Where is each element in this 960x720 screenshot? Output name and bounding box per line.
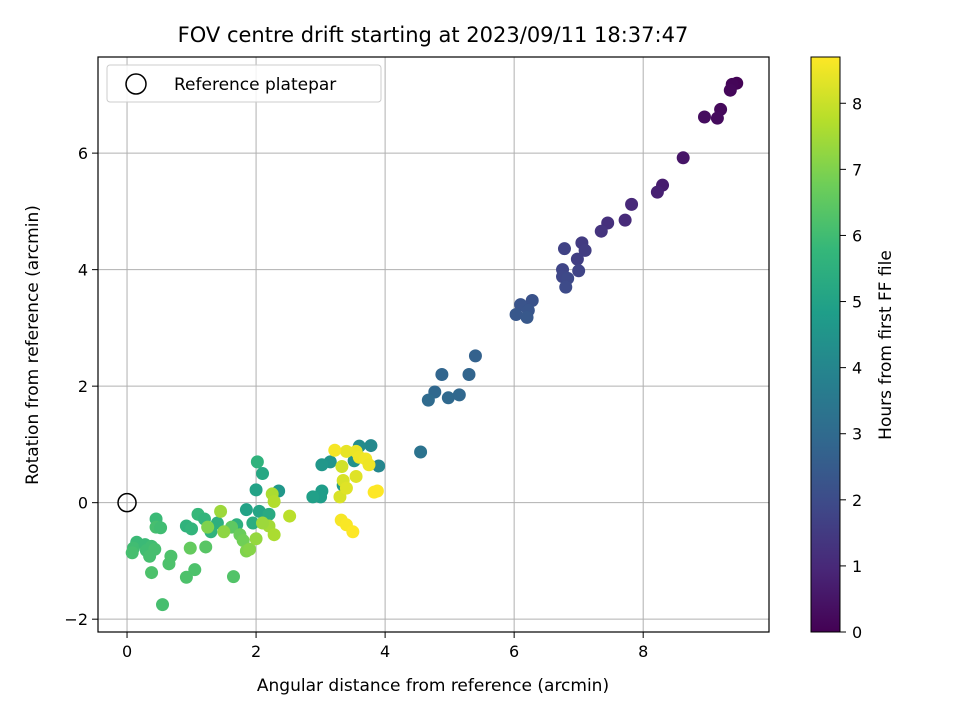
- colorbar-ticks: 0 1 2 3 4 5 6 7 8: [840, 94, 862, 642]
- data-point: [509, 307, 523, 321]
- data-point: [435, 368, 449, 382]
- data-point: [199, 540, 213, 554]
- data-point: [723, 83, 737, 97]
- colorbar-tick-label: 6: [852, 226, 862, 245]
- data-point: [468, 349, 482, 363]
- x-axis-ticks: 0 2 4 6 8: [122, 632, 648, 661]
- x-tick-label: 2: [251, 642, 261, 661]
- data-point: [125, 546, 139, 560]
- data-point: [201, 520, 215, 534]
- data-point: [267, 495, 281, 509]
- colorbar-tick-label: 8: [852, 94, 862, 113]
- y-tick-label: 6: [78, 144, 88, 163]
- data-point: [256, 516, 270, 530]
- data-point: [414, 445, 428, 459]
- data-point: [349, 469, 363, 483]
- data-point: [578, 243, 592, 257]
- data-point: [335, 460, 349, 474]
- x-tick-label: 8: [638, 642, 648, 661]
- data-point: [710, 111, 724, 125]
- data-point: [650, 185, 664, 199]
- data-point: [572, 264, 586, 278]
- data-point: [559, 280, 573, 294]
- data-point: [362, 458, 376, 472]
- data-points: [125, 76, 744, 612]
- data-point: [226, 570, 240, 584]
- data-point: [421, 393, 435, 407]
- data-point: [339, 444, 353, 458]
- data-point: [676, 151, 690, 165]
- legend-marker-reference: [125, 73, 147, 95]
- data-point: [246, 516, 260, 530]
- colorbar-tick-label: 4: [852, 359, 862, 378]
- colorbar: 0 1 2 3 4 5 6 7 8 Hours from first FF file: [810, 56, 896, 642]
- data-point: [283, 509, 297, 523]
- y-axis-ticks: −2 0 2 4 6: [64, 144, 98, 629]
- colorbar-tick-label: 1: [852, 557, 862, 576]
- data-point: [625, 197, 639, 211]
- data-point: [364, 439, 378, 453]
- data-point: [188, 563, 202, 577]
- x-axis-label: Angular distance from reference (arcmin): [257, 676, 609, 696]
- y-axis-label: Rotation from reference (arcmin): [23, 205, 43, 485]
- y-tick-label: 2: [78, 377, 88, 396]
- colorbar-tick-label: 7: [852, 160, 862, 179]
- data-point: [162, 557, 176, 571]
- colorbar-gradient: [810, 56, 841, 633]
- data-point: [462, 368, 476, 382]
- data-point: [594, 224, 608, 238]
- data-point: [185, 522, 199, 536]
- data-point: [217, 525, 231, 539]
- data-point: [154, 521, 168, 535]
- legend-label-reference: Reference platepar: [174, 75, 336, 95]
- y-tick-label: 0: [78, 494, 88, 513]
- colorbar-tick-label: 2: [852, 491, 862, 510]
- data-point: [214, 504, 228, 518]
- data-point: [372, 459, 386, 473]
- data-point: [239, 503, 253, 517]
- chart-title: FOV centre drift starting at 2023/09/11 …: [178, 23, 689, 47]
- data-point: [315, 458, 329, 472]
- data-point: [618, 213, 632, 227]
- data-point: [557, 242, 571, 256]
- colorbar-tick-label: 0: [852, 623, 862, 642]
- data-point: [370, 484, 384, 498]
- data-point: [339, 481, 353, 495]
- y-tick-label: −2: [64, 610, 88, 629]
- data-point: [250, 455, 264, 469]
- x-tick-label: 6: [509, 642, 519, 661]
- data-point: [249, 483, 263, 497]
- data-point: [570, 252, 584, 266]
- data-point: [346, 525, 360, 539]
- data-point: [697, 110, 711, 124]
- data-point: [328, 443, 342, 457]
- x-tick-label: 0: [122, 642, 132, 661]
- grid-lines: [98, 57, 769, 632]
- data-point: [243, 542, 257, 556]
- colorbar-tick-label: 5: [852, 293, 862, 312]
- reference-platepar-marker: [117, 492, 137, 513]
- data-point: [156, 598, 170, 612]
- data-point: [525, 294, 539, 308]
- data-point: [143, 549, 157, 563]
- data-point: [179, 570, 193, 584]
- data-point: [249, 532, 263, 546]
- data-point: [452, 388, 466, 402]
- colorbar-tick-label: 3: [852, 425, 862, 444]
- y-tick-label: 4: [78, 261, 88, 280]
- data-point: [441, 391, 455, 405]
- data-point: [145, 566, 159, 580]
- data-point: [267, 528, 281, 542]
- data-point: [306, 490, 320, 504]
- data-point: [256, 467, 270, 481]
- plot-frame: [97, 56, 770, 633]
- x-tick-label: 4: [380, 642, 390, 661]
- data-point: [183, 541, 197, 555]
- data-point: [520, 310, 534, 324]
- legend: Reference platepar: [106, 64, 382, 103]
- legend-box: [106, 64, 382, 103]
- colorbar-label: Hours from first FF file: [876, 250, 896, 440]
